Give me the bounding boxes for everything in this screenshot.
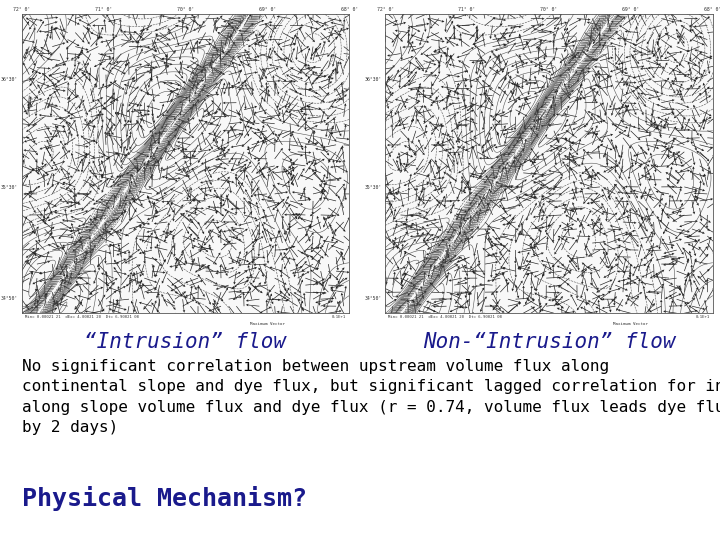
- Text: 34°50': 34°50': [1, 296, 18, 301]
- Text: 0.1E+1: 0.1E+1: [696, 315, 709, 319]
- Text: No significant correlation between upstream volume flux along
continental slope : No significant correlation between upstr…: [22, 359, 720, 435]
- Text: 35°30': 35°30': [1, 185, 18, 190]
- Text: 36°30': 36°30': [1, 77, 18, 82]
- Text: 68° 0': 68° 0': [341, 7, 358, 12]
- Text: Min= 0.00021 21  dEx= 4.00021 20  Dt= 6.90021 08: Min= 0.00021 21 dEx= 4.00021 20 Dt= 6.90…: [25, 315, 139, 319]
- Text: Maximum Vector: Maximum Vector: [613, 322, 649, 326]
- Text: Physical Mechanism?: Physical Mechanism?: [22, 486, 307, 511]
- Text: “Intrusion” flow: “Intrusion” flow: [84, 332, 287, 352]
- Text: 35°30': 35°30': [364, 185, 382, 190]
- Text: 71° 0': 71° 0': [459, 7, 476, 12]
- Text: 70° 0': 70° 0': [177, 7, 194, 12]
- Text: Min= 0.00021 21  dEx= 4.00021 20  Dt= 6.90021 08: Min= 0.00021 21 dEx= 4.00021 20 Dt= 6.90…: [389, 315, 503, 319]
- Text: Maximum Vector: Maximum Vector: [250, 322, 285, 326]
- Text: 72° 0': 72° 0': [13, 7, 30, 12]
- Text: 69° 0': 69° 0': [622, 7, 639, 12]
- Text: 70° 0': 70° 0': [541, 7, 557, 12]
- Text: 0.1E+1: 0.1E+1: [332, 315, 346, 319]
- Text: 69° 0': 69° 0': [258, 7, 276, 12]
- Text: 72° 0': 72° 0': [377, 7, 394, 12]
- Text: Non-“Intrusion” flow: Non-“Intrusion” flow: [423, 332, 675, 352]
- Text: 71° 0': 71° 0': [95, 7, 112, 12]
- Text: 34°50': 34°50': [364, 296, 382, 301]
- Text: 36°30': 36°30': [364, 77, 382, 82]
- Text: 68° 0': 68° 0': [704, 7, 720, 12]
